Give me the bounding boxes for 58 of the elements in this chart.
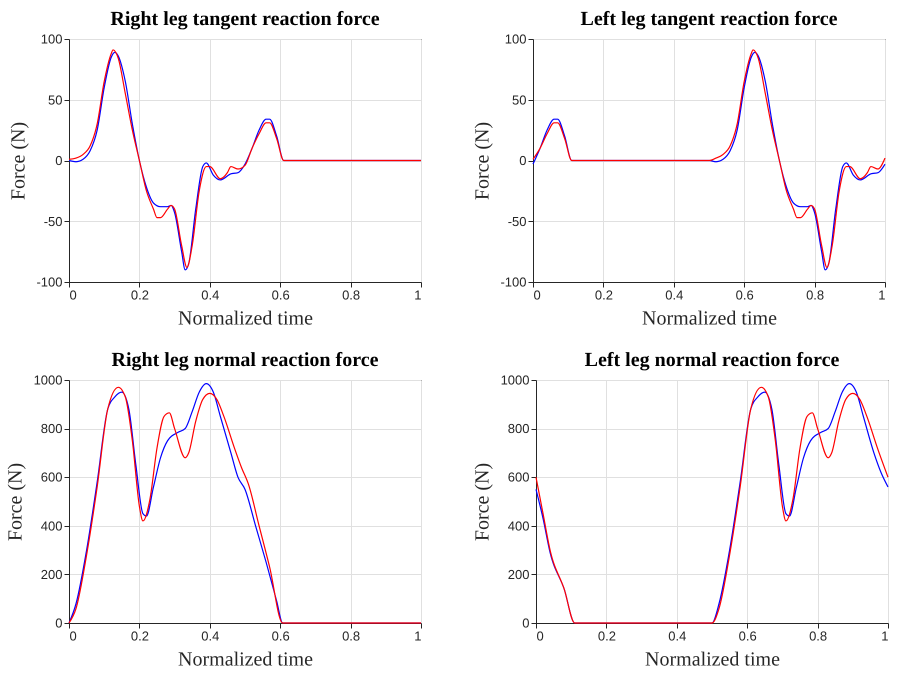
y-tick-label: 600 <box>508 470 530 485</box>
y-tick-label: 1000 <box>34 372 62 388</box>
y-tick-label: 0 <box>55 616 62 630</box>
x-tick-label: 0 <box>536 628 544 644</box>
chart-title: Left leg normal reaction force <box>584 349 840 371</box>
y-axis-title: Force (N) <box>472 462 494 542</box>
x-tick-label: 1 <box>878 288 886 302</box>
y-tick-label: 1000 <box>500 372 530 388</box>
y-tick-label: 600 <box>40 470 62 485</box>
x-tick-label: 0.2 <box>130 288 149 302</box>
x-tick-label: 0.6 <box>736 288 754 302</box>
x-tick-label: 0.8 <box>342 288 360 302</box>
x-tick-label: 0.4 <box>668 628 686 644</box>
x-tick-label: 1 <box>414 288 422 302</box>
x-tick-label: 0.2 <box>594 288 613 302</box>
y-tick-label: 800 <box>508 421 530 436</box>
chart-title: Left leg tangent reaction force <box>580 8 838 30</box>
y-tick-label: 400 <box>508 518 530 534</box>
x-tick-label: 0 <box>534 288 541 302</box>
x-tick-label: 0.4 <box>201 628 220 644</box>
x-tick-label: 0.8 <box>342 628 360 644</box>
y-tick-label: -100 <box>36 274 62 290</box>
y-tick-label: 200 <box>508 566 530 582</box>
x-axis-title: Normalized time <box>642 308 778 330</box>
x-tick-label: 0.8 <box>806 288 824 302</box>
x-tick-label: 0.2 <box>598 628 616 644</box>
y-tick-label: 100 <box>40 32 62 46</box>
x-axis-title: Normalized time <box>178 648 314 670</box>
y-tick-label: 400 <box>40 518 62 534</box>
y-tick-label: 100 <box>504 32 526 46</box>
y-tick-label: 800 <box>40 421 62 436</box>
y-axis-title: Force (N) <box>4 462 27 542</box>
y-axis-title: Force (N) <box>7 122 30 200</box>
x-tick-label: 0.6 <box>738 628 757 644</box>
y-tick-label: 0 <box>522 616 530 630</box>
y-axis-title: Force (N) <box>471 122 494 200</box>
x-tick-label: 0.6 <box>272 628 290 644</box>
x-tick-label: 0.6 <box>272 288 290 302</box>
y-tick-label: 0 <box>519 153 526 168</box>
y-tick-label: -50 <box>508 214 526 229</box>
x-tick-label: 0.4 <box>201 288 220 302</box>
x-tick-label: 1 <box>881 628 888 644</box>
x-tick-label: 0 <box>70 628 77 644</box>
y-tick-label: -50 <box>44 214 62 229</box>
x-tick-label: 0.8 <box>809 628 828 644</box>
y-tick-label: 50 <box>48 92 62 108</box>
y-tick-label: -100 <box>500 274 526 290</box>
x-tick-label: 0.2 <box>130 628 149 644</box>
x-tick-label: 0.4 <box>665 288 684 302</box>
y-tick-label: 200 <box>40 566 62 582</box>
y-tick-label: 0 <box>55 153 62 168</box>
chart-title: Right leg normal reaction force <box>112 349 379 371</box>
chart-title: Right leg tangent reaction force <box>110 8 380 30</box>
x-tick-label: 1 <box>414 628 422 644</box>
x-tick-label: 0 <box>70 288 77 302</box>
x-axis-title: Normalized time <box>178 308 314 330</box>
x-axis-title: Normalized time <box>645 648 780 670</box>
y-tick-label: 50 <box>512 92 526 108</box>
